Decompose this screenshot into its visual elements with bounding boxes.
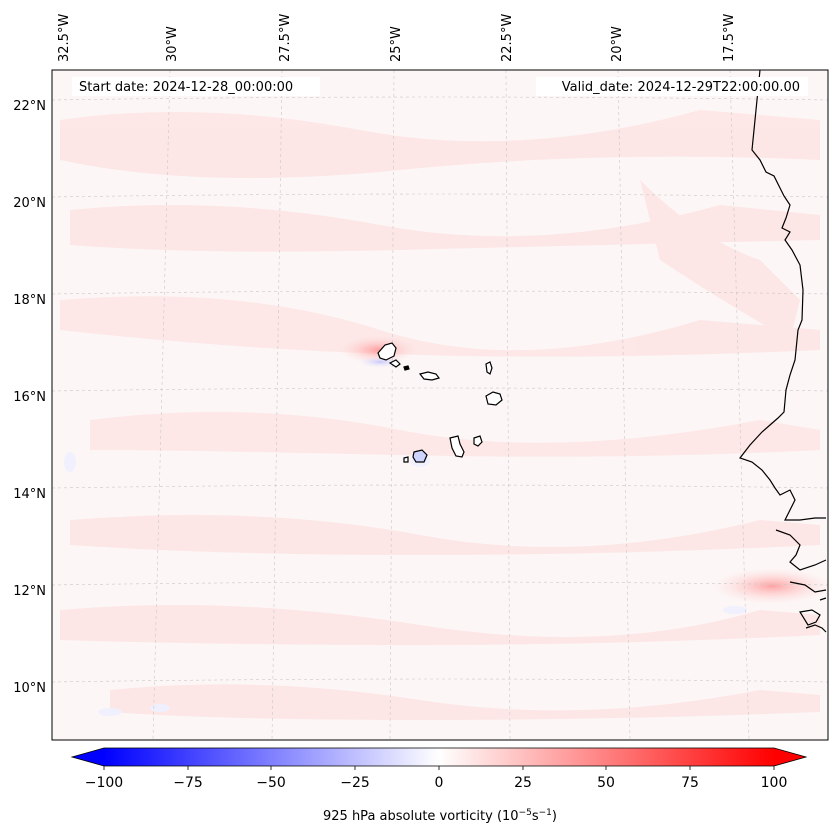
island-fogo <box>412 449 428 463</box>
colorbar-gradient <box>104 748 774 766</box>
lat-label: 22°N <box>13 99 46 114</box>
longitude-labels: 32.5°W 30°W 27.5°W 25°W 22.5°W 20°W 17.5… <box>57 14 737 62</box>
colorbar-title-mid: s <box>532 809 539 824</box>
colorbar-tick-label: −100 <box>85 775 123 791</box>
graticule <box>52 70 828 740</box>
colorbar-tick-marks <box>103 766 775 770</box>
lon-label: 27.5°W <box>278 14 293 62</box>
colorbar-title-sup1: −5 <box>519 808 532 818</box>
colorbar-low-extend <box>72 748 104 766</box>
island-sao-vicente <box>388 359 401 368</box>
coastline <box>377 70 827 633</box>
vorticity-maximum-coast <box>712 568 828 604</box>
colorbar-high-extend <box>774 748 806 766</box>
colorbar-title-end: ) <box>552 809 557 824</box>
colorbar-tick-label: −75 <box>173 775 203 791</box>
island-sao-nicolau <box>418 371 441 381</box>
vorticity-field-shading <box>60 110 820 720</box>
colorbar-tick-label: −50 <box>256 775 286 791</box>
colorbar-tick-label: −25 <box>340 775 370 791</box>
island-boa-vista <box>485 391 503 406</box>
lon-label: 30°W <box>165 26 180 62</box>
island-santiago <box>449 435 465 458</box>
west-africa-coastline <box>739 70 827 633</box>
lat-label: 12°N <box>13 584 46 599</box>
lat-label: 18°N <box>13 293 46 308</box>
map-frame <box>51 69 829 741</box>
island-sal <box>485 361 493 375</box>
map-panel <box>52 70 828 740</box>
vorticity-maximum-near-islands <box>340 336 416 364</box>
lon-label: 32.5°W <box>57 14 72 62</box>
island-santa-luzia <box>403 365 410 371</box>
lon-label: 25°W <box>389 26 404 62</box>
lat-label: 10°N <box>13 681 46 696</box>
colorbar-tick-label: 25 <box>514 775 532 791</box>
colorbar-title: 925 hPa absolute vorticity (10−5s−1) <box>323 808 557 824</box>
colorbar-tick-label: 0 <box>435 775 444 791</box>
start-date-label: Start date: 2024-12-28_00:00:00 <box>79 80 293 95</box>
colorbar-title-sup2: −1 <box>539 808 552 818</box>
latitude-labels: 22°N 20°N 18°N 16°N 14°N 12°N 10°N <box>13 99 46 696</box>
lat-label: 20°N <box>13 196 46 211</box>
lon-label: 22.5°W <box>500 14 515 62</box>
vorticity-minimum-near-islands <box>358 356 402 368</box>
lon-label: 17.5°W <box>722 14 737 62</box>
lat-label: 14°N <box>13 487 46 502</box>
lon-label: 20°W <box>610 26 625 62</box>
valid-date-box <box>536 77 808 96</box>
island-maio <box>473 435 483 447</box>
colorbar: −100 −75 −50 −25 0 25 50 75 100 925 hPa … <box>70 747 808 824</box>
valid-date-label: Valid_date: 2024-12-29T22:00:00.00 <box>562 80 800 95</box>
island-santo-antao <box>377 342 397 361</box>
colorbar-title-main: 925 hPa absolute vorticity (10 <box>323 809 519 824</box>
colorbar-tick-label: 100 <box>761 775 788 791</box>
start-date-box <box>72 77 320 96</box>
colorbar-tick-label: 75 <box>681 775 699 791</box>
island-brava <box>403 456 409 463</box>
colorbar-tick-label: 50 <box>597 775 615 791</box>
lat-label: 16°N <box>13 390 46 405</box>
